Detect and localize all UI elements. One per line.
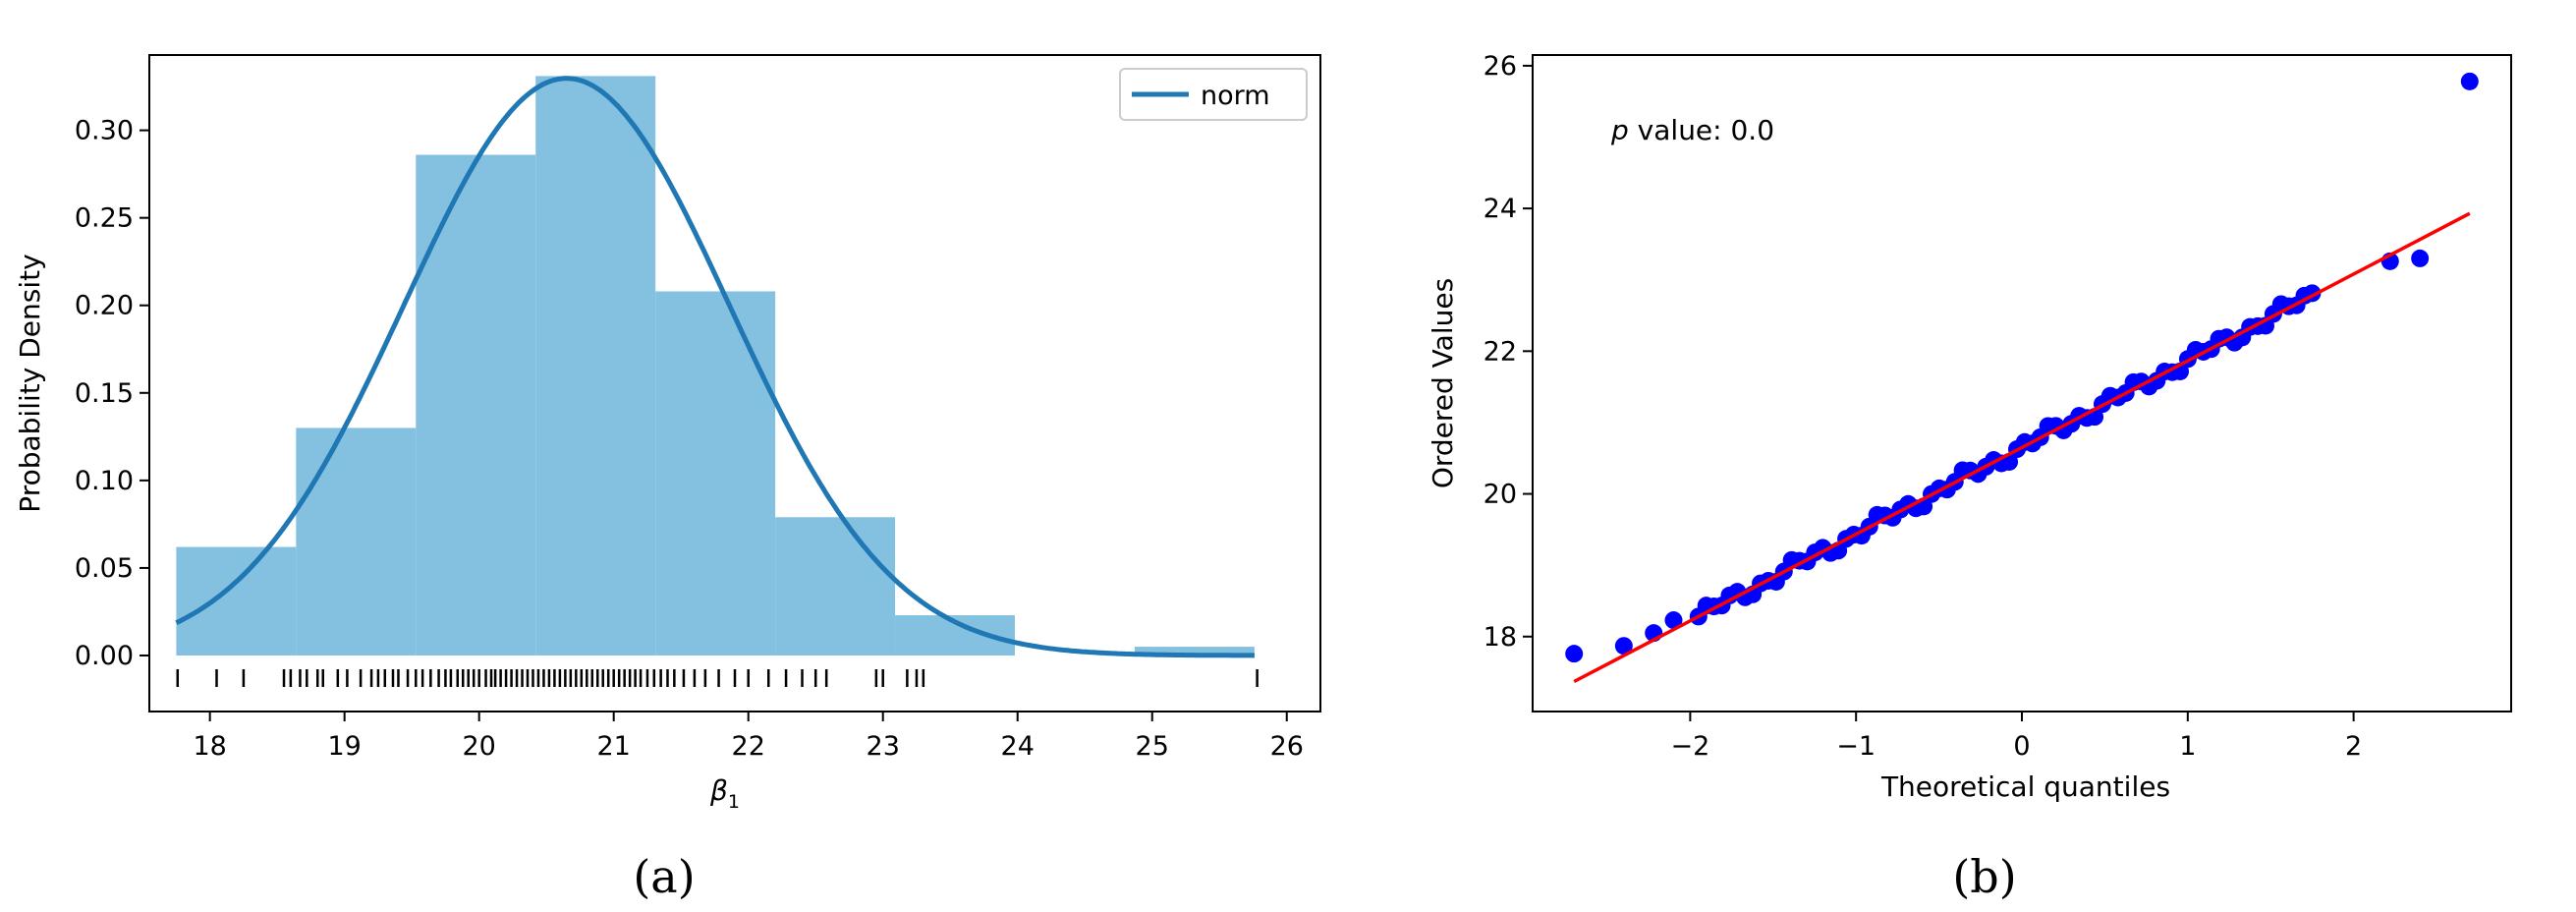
y-tick-label: 0.10 [75,466,134,496]
y-axis-label: Probability Density [14,254,46,512]
x-tick-label: 0 [2013,731,2030,762]
x-tick-label: 23 [867,731,900,762]
x-axis-label-symbol: β [709,774,728,807]
histogram-panel: 18 19 20 21 22 23 24 25 26 0.000.050.100.150.200… [14,54,1321,903]
histogram-bar [775,517,896,656]
x-tick-label: −1 [1836,731,1876,762]
x-tick-label: −2 [1670,731,1709,762]
y-axis-ticks: 18 20 22 24 26 [1484,51,1533,653]
histogram-bar [296,428,417,656]
p-value-italic: p [1610,114,1629,146]
data-point [1565,645,1584,663]
x-axis-ticks: −2 −1 0 1 2 [1670,712,2362,762]
data-point [1664,611,1683,630]
p-value-text: value: 0.0 [1629,114,1774,146]
x-axis-ticks: 18 19 20 21 22 23 24 25 26 [193,712,1304,762]
x-tick-label: 1 [2179,731,2196,762]
y-tick-label: 0.30 [75,116,134,146]
x-tick-label: 2 [2345,731,2362,762]
y-axis-ticks: 0.00 0.05 0.10 0.15 0.20 0.25 0.30 [75,116,149,671]
normal-fit-curve [175,76,1255,658]
histogram-bar [416,154,536,656]
x-tick-label: 22 [732,731,765,762]
legend-box [1119,68,1308,121]
legend-label: norm [1201,81,1270,111]
data-point [2460,72,2479,90]
probability-plot-panel: −2 −1 0 1 2 18 20 22 24 26 p value: 0.0 Ordered … [1427,51,2512,903]
x-axis-label: β1 [709,774,740,813]
y-tick-label: 26 [1484,51,1517,82]
histogram-bar [1134,647,1255,656]
y-tick-label: 20 [1484,480,1517,510]
rug-marks [176,668,1259,687]
x-tick-label: 18 [193,731,226,762]
y-tick-label: 18 [1484,622,1517,653]
p-value-annotation: p value: 0.0 [1610,114,1774,146]
x-tick-label: 25 [1136,731,1169,762]
y-tick-label: 0.25 [75,203,134,234]
y-tick-label: 0.20 [75,291,134,321]
panel-label-b: (b) [1952,850,2016,903]
y-axis-label: Ordered Values [1427,278,1459,488]
plot-background [1533,55,2511,712]
x-tick-label: 26 [1270,731,1304,762]
histogram-bar [655,291,776,656]
data-point [2411,249,2430,267]
x-tick-label: 20 [462,731,495,762]
histogram-bar [176,546,297,656]
panel-label-a: (a) [633,850,695,903]
y-tick-label: 0.15 [75,378,134,409]
histogram-bars [176,76,1255,656]
x-tick-label: 21 [597,731,631,762]
x-axis-label-subscript: 1 [728,791,740,813]
histogram-bar [535,76,656,656]
y-tick-label: 0.00 [75,641,134,671]
x-tick-label: 19 [327,731,361,762]
data-point [1614,637,1633,656]
y-tick-label: 24 [1484,194,1517,224]
legend: norm [1119,68,1308,121]
y-tick-label: 22 [1484,336,1517,367]
x-axis-label: Theoretical quantiles [1880,770,2170,803]
reference-fit-line [1573,211,2471,684]
x-tick-label: 24 [1001,731,1035,762]
plot-frame [148,54,1321,712]
y-tick-label: 0.05 [75,553,134,584]
